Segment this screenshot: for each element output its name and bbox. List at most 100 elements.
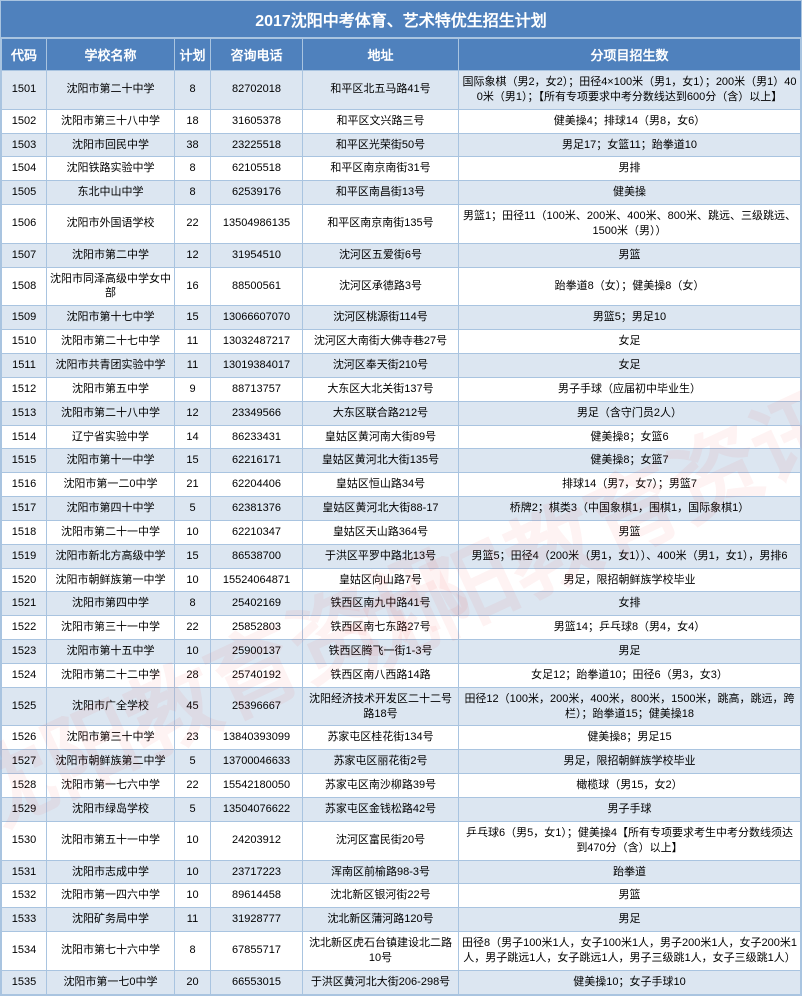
table-cell: 1520 [2, 568, 47, 592]
table-cell: 桥牌2；棋类3（中国象棋1，围棋1，国际象棋1） [459, 497, 801, 521]
col-header: 计划 [175, 39, 211, 71]
table-cell: 皇姑区黄河南大街89号 [303, 425, 459, 449]
table-cell: 1529 [2, 798, 47, 822]
table-cell: 健美操8；男足15 [459, 726, 801, 750]
table-cell: 11 [175, 353, 211, 377]
table-cell: 沈北新区虎石台镇建设北二路10号 [303, 932, 459, 971]
table-row: 1519沈阳市新北方高级中学1586538700于洪区平罗中路北13号男篮5；田… [2, 544, 801, 568]
table-row: 1526沈阳市第三十中学2313840393099苏家屯区桂花街134号健美操8… [2, 726, 801, 750]
table-cell: 沈阳市第一七六中学 [47, 774, 175, 798]
table-row: 1508沈阳市同泽高级中学女中部1688500561沈河区承德路3号跆拳道8（女… [2, 267, 801, 306]
table-cell: 18 [175, 109, 211, 133]
table-cell: 31605378 [211, 109, 303, 133]
table-cell: 1507 [2, 243, 47, 267]
table-cell: 男足 [459, 640, 801, 664]
table-cell: 田径8（男子100米1人，女子100米1人，男子200米1人，女子200米1人，… [459, 932, 801, 971]
table-cell: 男足（含守门员2人） [459, 401, 801, 425]
table-cell: 10 [175, 884, 211, 908]
table-cell: 沈阳市回民中学 [47, 133, 175, 157]
table-cell: 8 [175, 157, 211, 181]
table-cell: 和平区文兴路三号 [303, 109, 459, 133]
table-cell: 21 [175, 473, 211, 497]
table-cell: 和平区南京南街31号 [303, 157, 459, 181]
table-cell: 67855717 [211, 932, 303, 971]
table-cell: 1502 [2, 109, 47, 133]
table-cell: 沈阳市广全学校 [47, 687, 175, 726]
table-cell: 1534 [2, 932, 47, 971]
table-cell: 5 [175, 750, 211, 774]
table-cell: 于洪区黄河北大街206-298号 [303, 970, 459, 994]
table-row: 1511沈阳市共青团实验中学1113019384017沈河区奉天街210号女足 [2, 353, 801, 377]
table-cell: 23225518 [211, 133, 303, 157]
table-cell: 大东区联合路212号 [303, 401, 459, 425]
table-cell: 男子手球 [459, 798, 801, 822]
table-cell: 1501 [2, 71, 47, 110]
table-row: 1505东北中山中学862539176和平区南昌街13号健美操 [2, 181, 801, 205]
table-cell: 沈北新区蒲河路120号 [303, 908, 459, 932]
table-cell: 皇姑区天山路364号 [303, 520, 459, 544]
table-cell: 62381376 [211, 497, 303, 521]
table-cell: 沈阳市第七十六中学 [47, 932, 175, 971]
table-cell: 86538700 [211, 544, 303, 568]
table-row: 1512沈阳市第五中学988713757大东区大北关街137号男子手球（应届初中… [2, 377, 801, 401]
table-cell: 15524064871 [211, 568, 303, 592]
table-cell: 女足 [459, 353, 801, 377]
table-cell: 1518 [2, 520, 47, 544]
table-cell: 男篮1；田径11（100米、200米、400米、800米、跳远、三级跳远、150… [459, 205, 801, 244]
table-cell: 沈阳市第二十七中学 [47, 330, 175, 354]
table-cell: 1516 [2, 473, 47, 497]
table-cell: 1525 [2, 687, 47, 726]
table-container: 2017沈阳中考体育、艺术特优生招生计划 代码学校名称计划咨询电话地址分项目招生… [0, 0, 802, 996]
table-cell: 沈河区五爱街6号 [303, 243, 459, 267]
table-cell: 10 [175, 821, 211, 860]
table-cell: 沈阳市朝鲜族第二中学 [47, 750, 175, 774]
table-cell: 12 [175, 243, 211, 267]
table-row: 1502沈阳市第三十八中学1831605378和平区文兴路三号健美操4；排球14… [2, 109, 801, 133]
table-cell: 13700046633 [211, 750, 303, 774]
table-row: 1529沈阳市绿岛学校513504076622苏家屯区金钱松路42号男子手球 [2, 798, 801, 822]
table-row: 1530沈阳市第五十一中学1024203912沈河区富民街20号乒乓球6（男5，… [2, 821, 801, 860]
table-cell: 89614458 [211, 884, 303, 908]
table-cell: 8 [175, 71, 211, 110]
col-header: 代码 [2, 39, 47, 71]
table-cell: 和平区光荣街50号 [303, 133, 459, 157]
table-cell: 1522 [2, 616, 47, 640]
table-cell: 1506 [2, 205, 47, 244]
table-cell: 沈阳市第二十二中学 [47, 663, 175, 687]
table-cell: 1533 [2, 908, 47, 932]
table-cell: 健美操10；女子手球10 [459, 970, 801, 994]
table-cell: 沈阳市绿岛学校 [47, 798, 175, 822]
table-cell: 62210347 [211, 520, 303, 544]
table-cell: 跆拳道8（女）；健美操8（女） [459, 267, 801, 306]
table-cell: 28 [175, 663, 211, 687]
table-cell: 8 [175, 181, 211, 205]
table-cell: 沈阳市外国语学校 [47, 205, 175, 244]
table-cell: 25740192 [211, 663, 303, 687]
table-row: 1527沈阳市朝鲜族第二中学513700046633苏家屯区丽花街2号男足，限招… [2, 750, 801, 774]
table-cell: 1515 [2, 449, 47, 473]
table-cell: 苏家屯区桂花街134号 [303, 726, 459, 750]
table-cell: 男足，限招朝鲜族学校毕业 [459, 750, 801, 774]
table-cell: 沈阳市第二中学 [47, 243, 175, 267]
table-cell: 88713757 [211, 377, 303, 401]
table-cell: 于洪区平罗中路北13号 [303, 544, 459, 568]
table-cell: 橄榄球（男15，女2） [459, 774, 801, 798]
table-row: 1524沈阳市第二十二中学2825740192铁西区南八西路14路女足12；跆拳… [2, 663, 801, 687]
table-cell: 1505 [2, 181, 47, 205]
table-cell: 1512 [2, 377, 47, 401]
table-cell: 沈阳市第三十一中学 [47, 616, 175, 640]
table-cell: 男子手球（应届初中毕业生） [459, 377, 801, 401]
table-cell: 13066607070 [211, 306, 303, 330]
table-cell: 铁西区南八西路14路 [303, 663, 459, 687]
table-row: 1522沈阳市第三十一中学2225852803铁西区南七东路27号男篮14；乒乓… [2, 616, 801, 640]
table-row: 1509沈阳市第十七中学1513066607070沈河区桃源街114号男篮5；男… [2, 306, 801, 330]
table-row: 1525沈阳市广全学校4525396667沈阳经济技术开发区二十二号路18号田径… [2, 687, 801, 726]
table-cell: 沈河区承德路3号 [303, 267, 459, 306]
table-row: 1520沈阳市朝鲜族第一中学1015524064871皇姑区向山路7号男足，限招… [2, 568, 801, 592]
page-title: 2017沈阳中考体育、艺术特优生招生计划 [1, 1, 801, 38]
table-cell: 苏家屯区丽花街2号 [303, 750, 459, 774]
table-cell: 11 [175, 908, 211, 932]
table-cell: 10 [175, 520, 211, 544]
table-cell: 男篮5；田径4（200米（男1，女1））、400米（男1，女1），男排6 [459, 544, 801, 568]
table-cell: 25402169 [211, 592, 303, 616]
